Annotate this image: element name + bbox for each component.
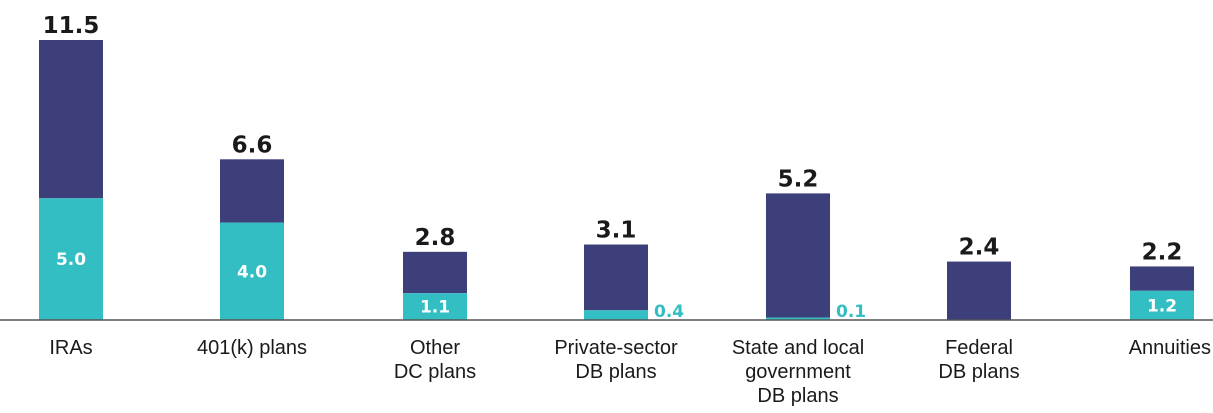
bar-segment-label: 4.0 — [237, 262, 267, 282]
bar-upper-segment — [1130, 266, 1194, 291]
bar-upper-segment — [584, 244, 648, 311]
bar-lower-segment — [584, 310, 648, 320]
bar-total-label: 6.6 — [232, 132, 273, 158]
bar-total-label: 2.2 — [1142, 239, 1183, 265]
bar-total-label: 5.2 — [778, 166, 819, 192]
bar-total-label: 2.4 — [959, 235, 1000, 261]
bar-segment-label: 0.1 — [836, 302, 866, 322]
bar-upper-segment — [403, 251, 467, 294]
bar-segment-label: 5.0 — [56, 250, 86, 270]
labels-group: 11.5 5.0 IRAs 6.6 4.0 401(k) plans 2.8 1.1 Other… — [43, 13, 1211, 407]
bar-segment-label: 0.4 — [654, 302, 684, 322]
category-label: 401(k) plans — [197, 337, 307, 359]
bar-total-label: 2.8 — [415, 225, 456, 251]
bar-total-label: 11.5 — [43, 13, 100, 39]
category-label: Other DC plans — [394, 337, 476, 383]
category-label: Private-sector DB plans — [554, 337, 678, 383]
category-label: IRAs — [49, 337, 92, 359]
category-label: Federal DB plans — [938, 337, 1019, 383]
bar-segment-label: 1.2 — [1147, 296, 1177, 316]
bar-total-label: 3.1 — [596, 218, 637, 244]
bar-upper-segment — [220, 159, 284, 223]
bar-lower-segment — [39, 198, 103, 320]
bar-lower-segment — [220, 222, 284, 320]
bar-upper-segment — [766, 193, 830, 318]
category-label: Annuities — [1129, 337, 1211, 359]
bar-lower-segment — [403, 293, 467, 320]
bar-lower-segment — [1130, 290, 1194, 320]
bar-segment-label: 1.1 — [420, 298, 450, 318]
category-label: State and local government DB plans — [732, 337, 864, 407]
bar-upper-segment — [947, 261, 1011, 320]
bar-upper-segment — [39, 40, 103, 199]
bars-group — [39, 40, 1194, 320]
bar-lower-segment — [766, 317, 830, 320]
